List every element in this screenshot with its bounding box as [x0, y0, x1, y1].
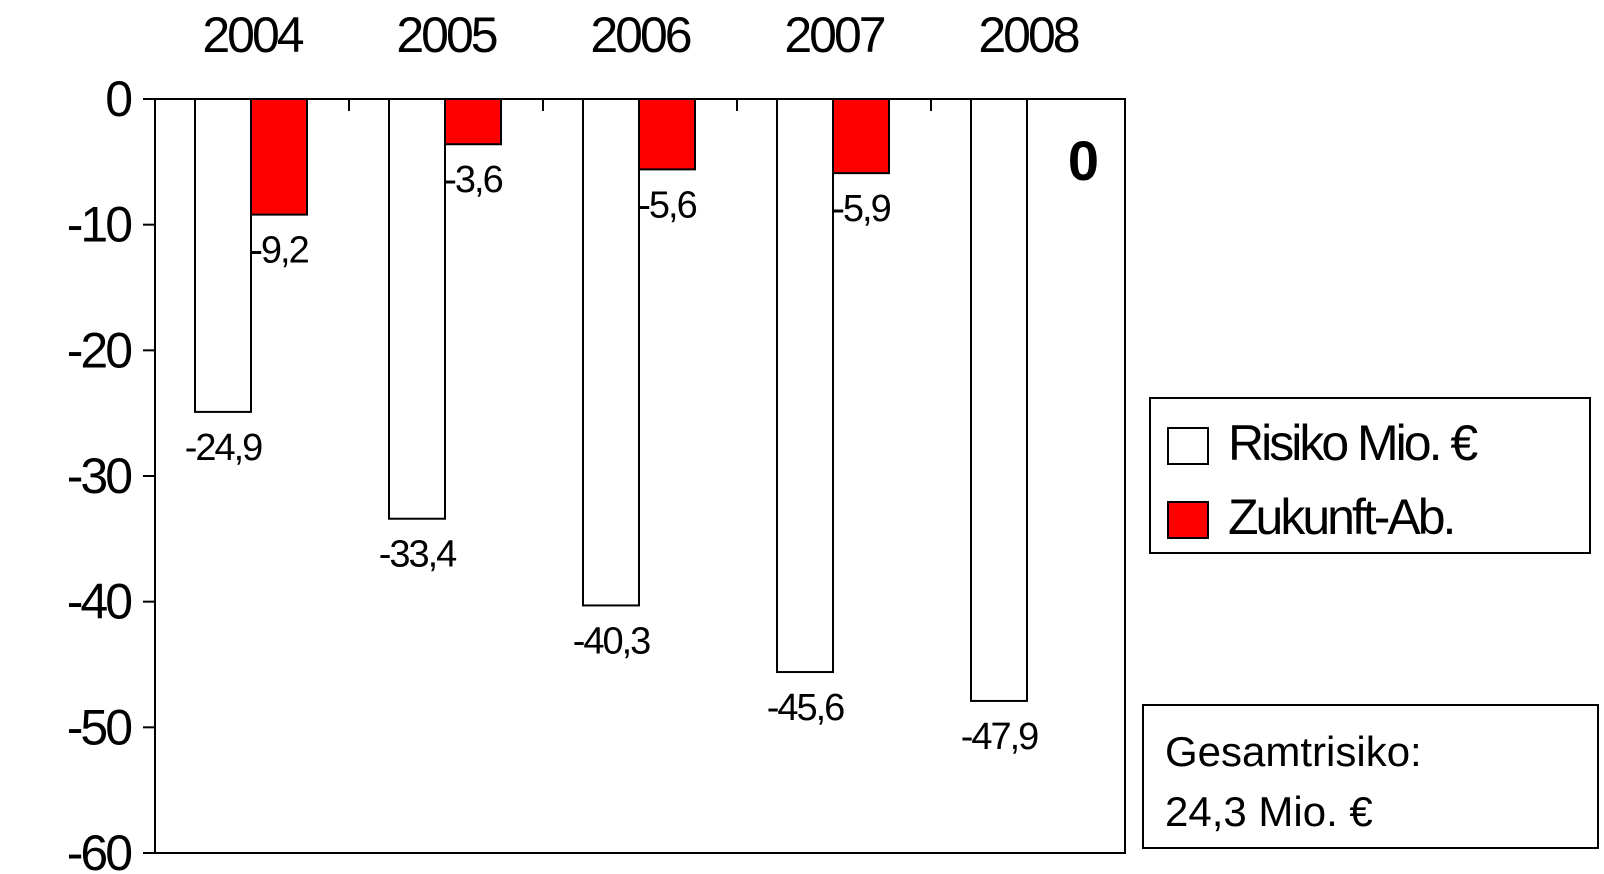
data-label-zukunft: -5,6	[638, 184, 696, 226]
bar-risiko	[776, 98, 834, 674]
info-box-line1: Gesamtrisiko:	[1165, 728, 1422, 775]
bar-zukunft	[250, 98, 308, 216]
x-tick-label: 2005	[396, 7, 496, 63]
data-label-risiko: -45,6	[767, 687, 844, 729]
y-tick-label: -10	[67, 197, 131, 253]
data-label-risiko: -40,3	[573, 620, 650, 662]
bar-risiko	[194, 98, 252, 413]
info-box-line2: 24,3 Mio. €	[1165, 788, 1373, 835]
bar-risiko	[970, 98, 1028, 702]
y-tick-label: -40	[67, 574, 131, 630]
bar-zukunft	[444, 98, 502, 146]
legend-label-risiko: Risiko Mio. €	[1228, 415, 1478, 471]
legend-swatch-risiko	[1167, 427, 1209, 465]
data-label-risiko: -24,9	[185, 427, 262, 469]
bar-risiko	[582, 98, 640, 607]
x-tick-label: 2006	[590, 7, 690, 63]
x-axis-ticks: 2004 2005 2006 2007 2008	[202, 7, 1082, 111]
data-label-risiko: -47,9	[961, 716, 1038, 758]
x-tick-label: 2007	[784, 7, 884, 63]
bar-zukunft	[832, 98, 890, 175]
x-tick-label: 2008	[978, 7, 1078, 63]
y-tick-label: 0	[105, 71, 131, 127]
data-label-risiko: -33,4	[379, 534, 457, 576]
bars	[194, 98, 1028, 702]
y-tick-label: -60	[67, 825, 131, 874]
legend-label-zukunft: Zukunft-Ab.	[1228, 489, 1453, 545]
bar-risiko	[388, 98, 446, 520]
data-label-zukunft: -9,2	[250, 230, 308, 272]
x-tick-label: 2004	[202, 7, 303, 63]
bar-labels: -24,9 -9,2 -33,4 -3,6 -40,3 -5,6 -45,6 -5,9 -47,…	[185, 159, 1040, 758]
bar-zukunft	[638, 98, 696, 171]
legend: Risiko Mio. € Zukunft-Ab.	[1149, 397, 1591, 554]
legend-swatch-zukunft	[1167, 501, 1209, 539]
annotation-zero: 0	[1068, 129, 1099, 192]
info-box-frame	[1142, 704, 1599, 849]
data-label-zukunft: -5,9	[832, 188, 890, 230]
info-box: Gesamtrisiko: 24,3 Mio. €	[1142, 704, 1599, 849]
y-tick-label: -30	[67, 448, 131, 504]
data-label-zukunft: -3,6	[444, 159, 502, 201]
legend-frame	[1149, 397, 1591, 554]
y-tick-label: -20	[67, 322, 131, 378]
plot-frame	[154, 98, 1126, 854]
y-axis-ticks: 0 -10 -20 -30 -40 -50 -60	[67, 71, 155, 874]
y-tick-label: -50	[67, 699, 131, 755]
